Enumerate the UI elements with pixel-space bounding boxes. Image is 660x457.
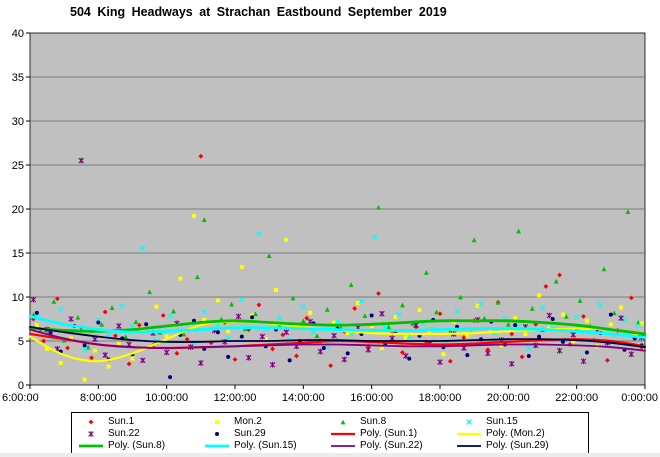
legend-marker-swatch (88, 430, 94, 437)
legend-line-swatch (331, 432, 355, 435)
legend-label: Poly. (Sun.8) (108, 440, 166, 451)
svg-text:40: 40 (12, 28, 24, 40)
legend-label: Poly. (Sun.15) (234, 440, 297, 451)
trendline-poly-sun-29 (29, 326, 646, 349)
svg-text:30: 30 (12, 116, 24, 128)
svg-text:6:00:00: 6:00:00 (2, 392, 39, 404)
chart-title: 504 King Headways at Strachan Eastbound … (70, 5, 447, 19)
legend-label: Poly. (Sun.22) (360, 440, 423, 451)
legend-label: Sun.15 (486, 416, 518, 427)
trendline-poly-sun-8 (28, 319, 647, 336)
legend-label: Sun.22 (108, 428, 140, 439)
legend-label: Poly. (Sun.1) (360, 428, 418, 439)
legend-item-mon-2: Mon.2 (204, 416, 330, 427)
svg-text:25: 25 (12, 160, 24, 172)
legend-marker-swatch (215, 419, 219, 424)
plot-svg: 0 5 10 15 20 25 30 35 40 6:00:00 8:00:00 10:00:00 12… (2, 28, 658, 404)
legend-item-poly-sun-29: Poly. (Sun.29) (456, 440, 582, 451)
svg-text:10: 10 (12, 292, 24, 304)
svg-text:14:00:00: 14:00:00 (282, 392, 325, 404)
trendline-poly-sun-22 (29, 328, 646, 352)
legend-marker-swatch (88, 419, 94, 424)
svg-text:10:00:00: 10:00:00 (145, 392, 188, 404)
svg-text:0:00:00: 0:00:00 (621, 392, 658, 404)
legend-line-swatch (79, 444, 103, 447)
legend-line-swatch (331, 444, 355, 447)
legend-item-sun-8: Sun.8 (330, 416, 456, 427)
window-bottom-strip (0, 453, 660, 457)
svg-text:12:00:00: 12:00:00 (214, 392, 257, 404)
legend-label: Sun.29 (234, 428, 266, 439)
legend-item-poly-sun-22: Poly. (Sun.22) (330, 440, 456, 451)
svg-text:15: 15 (12, 248, 24, 260)
legend-label: Poly. (Mon.2) (486, 428, 545, 439)
svg-text:0: 0 (18, 380, 24, 392)
chart-legend: Sun.1 Mon.2 Sun.8 Sun.15 Sun.22 Sun.29 Poly. (… (71, 412, 589, 455)
legend-item-poly-sun-1: Poly. (Sun.1) (330, 428, 456, 439)
legend-label: Mon.2 (234, 416, 262, 427)
legend-item-sun-15: Sun.15 (456, 416, 582, 427)
svg-text:18:00:00: 18:00:00 (419, 392, 462, 404)
legend-item-sun-22: Sun.22 (78, 428, 204, 439)
legend-line-swatch (457, 432, 481, 435)
legend-label: Sun.8 (360, 416, 387, 427)
svg-text:16:00:00: 16:00:00 (350, 392, 393, 404)
legend-item-poly-mon-2: Poly. (Mon.2) (456, 428, 582, 439)
trendline-poly-sun-15 (28, 314, 647, 339)
scatter-series-mon-2 (34, 214, 644, 382)
svg-text:8:00:00: 8:00:00 (80, 392, 117, 404)
svg-text:20:00:00: 20:00:00 (487, 392, 530, 404)
svg-text:5: 5 (18, 336, 24, 348)
legend-label: Sun.1 (108, 416, 135, 427)
legend-line-swatch (457, 444, 481, 447)
svg-text:20: 20 (12, 204, 24, 216)
legend-item-poly-sun-8: Poly. (Sun.8) (78, 440, 204, 451)
svg-text:35: 35 (12, 72, 24, 84)
legend-item-sun-29: Sun.29 (204, 428, 330, 439)
legend-marker-swatch (340, 419, 346, 424)
legend-item-sun-1: Sun.1 (78, 416, 204, 427)
legend-label: Poly. (Sun.29) (486, 440, 549, 451)
legend-item-poly-sun-15: Poly. (Sun.15) (204, 440, 330, 451)
svg-text:22:00:00: 22:00:00 (555, 392, 598, 404)
legend-line-swatch (205, 444, 229, 447)
x-axis-labels: 6:00:00 8:00:00 10:00:00 12:00:00 14:00:00 16… (2, 385, 658, 404)
legend-marker-swatch (215, 431, 219, 436)
y-axis-labels: 0 5 10 15 20 25 30 35 40 (12, 28, 30, 392)
legend-marker-swatch (466, 418, 472, 425)
